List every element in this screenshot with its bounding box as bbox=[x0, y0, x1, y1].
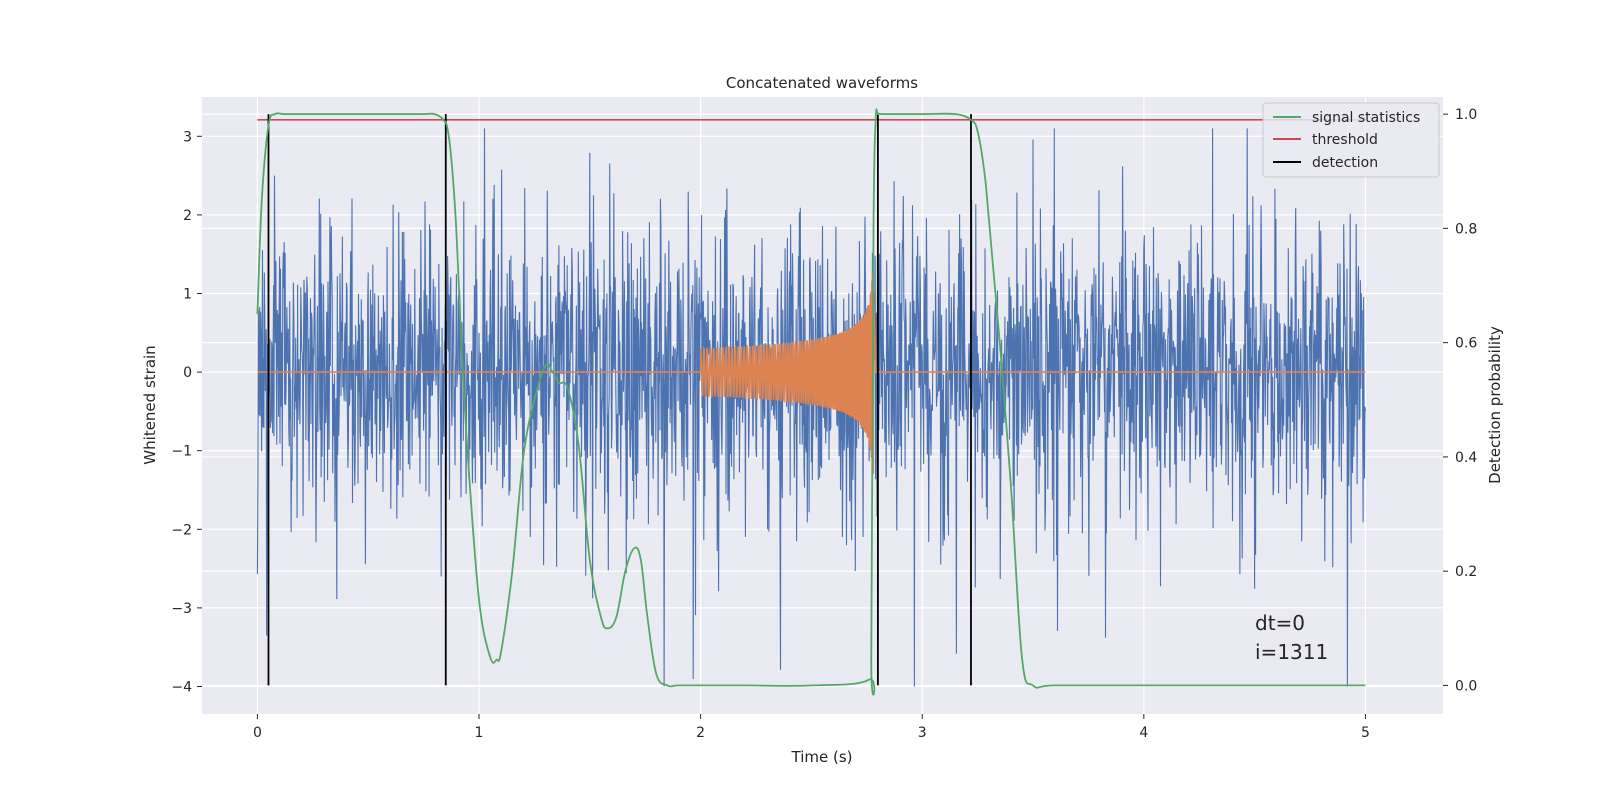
legend-label-detection: detection bbox=[1312, 155, 1378, 171]
y-tick-label-0: −4 bbox=[171, 679, 192, 695]
y-right-tick-label-2: 0.4 bbox=[1455, 450, 1477, 466]
y-axis-label: Whitened strain bbox=[141, 345, 159, 464]
series-whitened-strain bbox=[256, 128, 1366, 687]
y-tick-label-7: 3 bbox=[183, 129, 192, 145]
ticks: 0 1 2 3 4 5 −4 −3 −2 −1 0 1 2 3 0.0 0.2 0.4 0.6 0.8 1.0 bbox=[171, 107, 1477, 741]
legend-label-threshold: threshold bbox=[1312, 132, 1378, 148]
y-axis-label-right: Detection probability bbox=[1486, 326, 1504, 484]
x-axis-label: Time (s) bbox=[791, 748, 853, 766]
series-clip-group bbox=[256, 108, 1366, 696]
series-injected-waveform bbox=[257, 272, 1366, 474]
y-right-tick-label-4: 0.8 bbox=[1455, 221, 1477, 237]
x-tick-label-3: 3 bbox=[918, 725, 927, 741]
y-tick-label-1: −3 bbox=[171, 601, 192, 617]
y-right-tick-label-5: 1.0 bbox=[1455, 107, 1477, 123]
annotation-dt: dt=0 bbox=[1255, 611, 1305, 635]
chart-title: Concatenated waveforms bbox=[726, 74, 918, 92]
x-tick-label-1: 1 bbox=[475, 725, 484, 741]
legend: signal statistics threshold detection bbox=[1262, 102, 1440, 178]
y-tick-label-2: −2 bbox=[171, 522, 192, 538]
y-tick-label-5: 1 bbox=[183, 286, 192, 302]
series-layer bbox=[256, 108, 1366, 696]
y-right-tick-label-3: 0.6 bbox=[1455, 336, 1477, 352]
series-signal-statistics bbox=[256, 108, 1366, 696]
x-tick-label-5: 5 bbox=[1361, 725, 1370, 741]
x-tick-label-0: 0 bbox=[253, 725, 262, 741]
x-tick-label-4: 4 bbox=[1139, 725, 1148, 741]
y-right-tick-label-1: 0.2 bbox=[1455, 564, 1477, 580]
y-tick-label-4: 0 bbox=[183, 365, 192, 381]
annotation-i: i=1311 bbox=[1255, 640, 1328, 664]
x-tick-label-2: 2 bbox=[696, 725, 705, 741]
y-tick-label-3: −1 bbox=[171, 444, 192, 460]
legend-label-signal-statistics: signal statistics bbox=[1312, 110, 1420, 126]
y-right-tick-label-0: 0.0 bbox=[1455, 678, 1477, 694]
legend-box bbox=[1262, 102, 1440, 178]
y-tick-label-6: 2 bbox=[183, 208, 192, 224]
